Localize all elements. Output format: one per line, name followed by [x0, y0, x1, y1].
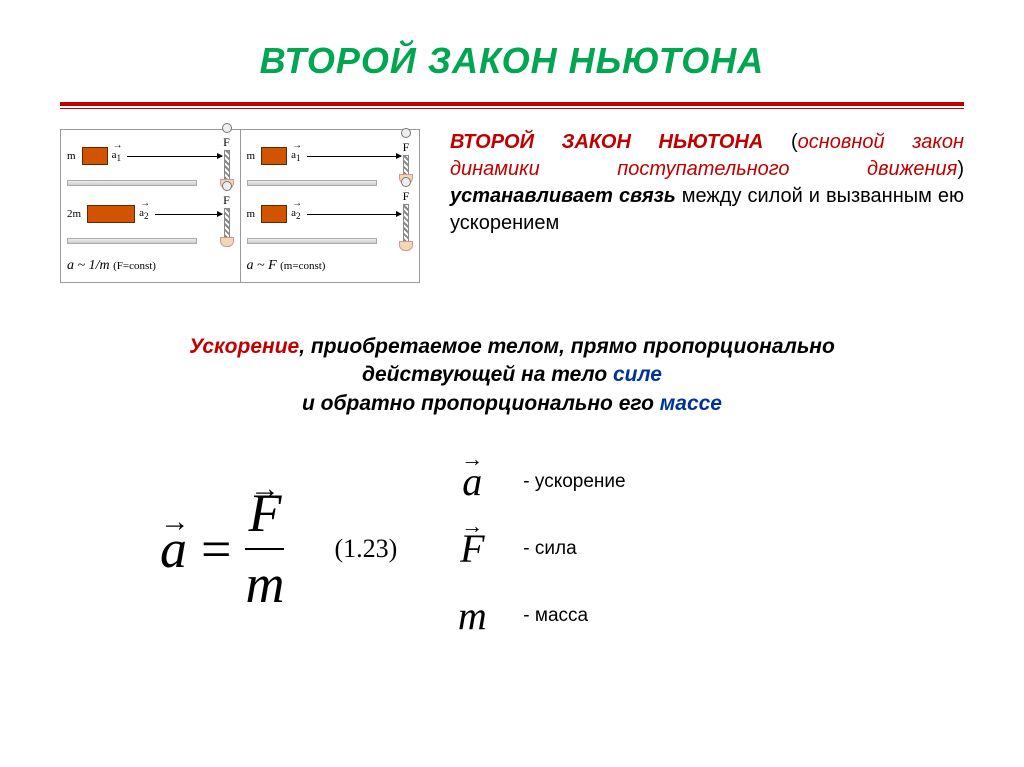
spring-icon	[403, 204, 409, 242]
trolley-row: m a2 F	[247, 196, 414, 232]
pulley-icon	[222, 181, 232, 191]
page-title: ВТОРОЙ ЗАКОН НЬЮТОНА	[60, 40, 964, 82]
track	[247, 238, 377, 244]
stmt-red: Ускорение	[189, 335, 299, 358]
top-section: m a1 F 2m a2 F	[60, 129, 964, 283]
mass-block	[261, 205, 287, 223]
legend-sym-F: →F	[447, 525, 497, 572]
equation-number: (1.23)	[334, 534, 397, 564]
stmt-text: действующей на тело	[362, 363, 613, 386]
stmt-blue: силе	[613, 363, 662, 386]
experiment-diagram: m a1 F 2m a2 F	[60, 129, 420, 283]
accel-arrow	[307, 156, 401, 157]
paren-open: (	[791, 131, 798, 153]
title-rule-thin	[60, 108, 964, 109]
spring-icon	[224, 150, 230, 180]
diagram-panel-mass: m a1 F 2m a2 F	[61, 130, 240, 282]
stmt-text: , приобретаемое телом, прямо пропорциона…	[299, 335, 835, 358]
spring-icon	[224, 208, 230, 238]
hand-icon	[399, 241, 413, 251]
fraction-bar	[245, 548, 284, 550]
mass-block	[82, 147, 108, 165]
intro-paragraph: ВТОРОЙ ЗАКОН НЬЮТОНА (основной закон дин…	[450, 129, 964, 237]
mass-label: m	[247, 150, 256, 162]
force-label: F	[223, 135, 230, 150]
hand-icon	[220, 237, 234, 247]
trolley-row: m a1 F	[67, 138, 234, 174]
spring-icon	[403, 155, 409, 175]
accel-arrow	[127, 156, 221, 157]
relation-text: a ~ F (m=const)	[247, 258, 414, 274]
var-a: →a	[160, 518, 187, 580]
diagram-panel-force: m a1 F m a2 F	[240, 130, 420, 282]
trolley-row: 2m a2 F	[67, 196, 234, 232]
fraction: →F m	[245, 485, 284, 612]
legend-sym-a: →a	[447, 458, 497, 505]
legend-txt-a: - ускорение	[523, 471, 625, 493]
law-statement: Ускорение, приобретаемое телом, прямо пр…	[60, 333, 964, 418]
trolley-row: m a1 F	[247, 138, 414, 174]
legend-row-m: m - масса	[447, 592, 625, 639]
formula-row: →a = →F m (1.23) →a - ускорение →F - сил…	[60, 458, 964, 639]
accel-vector: a2	[139, 207, 148, 221]
equals: =	[201, 518, 231, 580]
legend: →a - ускорение →F - сила m - масса	[447, 458, 625, 639]
pulley-icon	[401, 177, 411, 187]
mass-label: 2m	[67, 208, 81, 220]
mass-block	[87, 205, 135, 223]
legend-sym-m: m	[447, 592, 497, 639]
paren-close: )	[957, 158, 964, 180]
pulley-icon	[222, 123, 232, 133]
stmt-text: и обратно пропорционально его	[302, 392, 660, 415]
track	[247, 180, 377, 186]
legend-row-a: →a - ускорение	[447, 458, 625, 505]
pulley-icon	[401, 128, 411, 138]
intro-emph: устанавливает связь	[450, 185, 676, 207]
legend-txt-F: - сила	[523, 538, 576, 560]
mass-label: m	[67, 150, 76, 162]
force-label: F	[403, 189, 410, 204]
accel-vector: a2	[291, 207, 300, 221]
stmt-blue: массе	[660, 392, 722, 415]
legend-row-F: →F - сила	[447, 525, 625, 572]
legend-txt-m: - масса	[523, 605, 588, 627]
accel-vector: a1	[112, 149, 121, 163]
intro-headline: ВТОРОЙ ЗАКОН НЬЮТОНА	[450, 131, 763, 153]
main-formula: →a = →F m	[160, 485, 284, 612]
accel-vector: a1	[291, 149, 300, 163]
force-label: F	[403, 140, 410, 155]
track	[67, 180, 197, 186]
relation-text: a ~ 1/m (F=const)	[67, 258, 234, 274]
track	[67, 238, 197, 244]
mass-label: m	[247, 208, 256, 220]
accel-arrow	[155, 214, 222, 215]
var-F: →F	[248, 485, 281, 542]
mass-block	[261, 147, 287, 165]
accel-arrow	[307, 214, 401, 215]
force-label: F	[223, 193, 230, 208]
title-rule-thick	[60, 102, 964, 106]
var-m: m	[245, 556, 284, 613]
